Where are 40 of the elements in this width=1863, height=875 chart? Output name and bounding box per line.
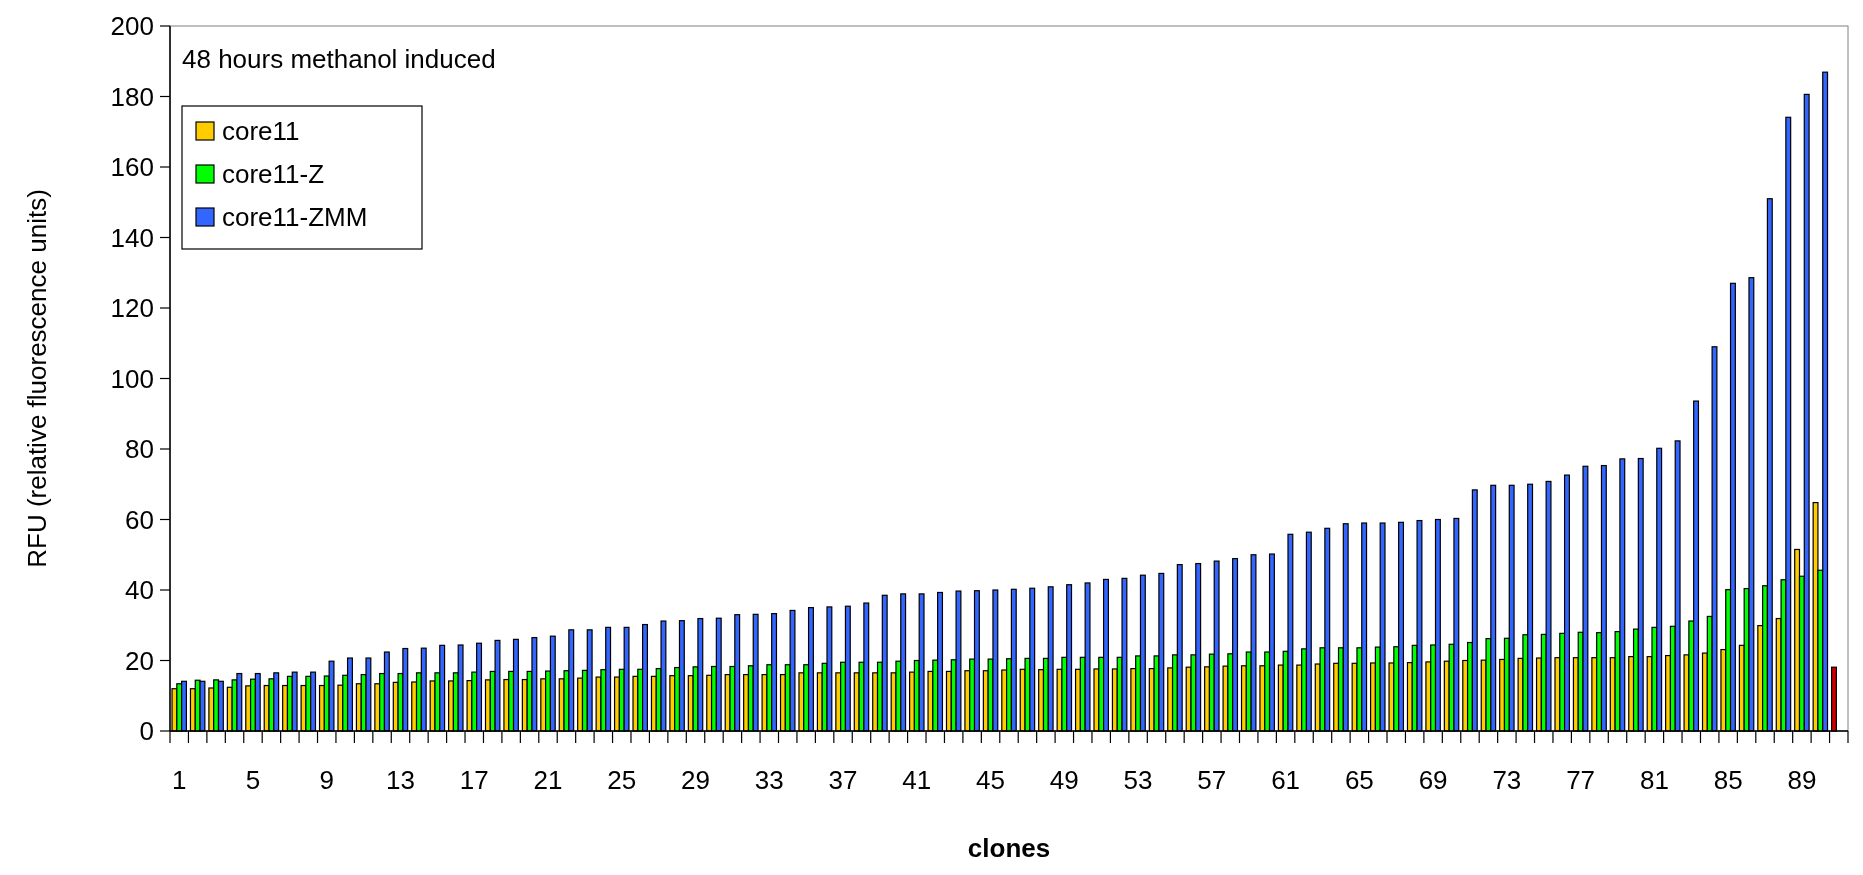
y-tick-label: 160 xyxy=(110,152,154,183)
x-tick-label: 61 xyxy=(1271,765,1301,795)
y-tick-label: 120 xyxy=(110,293,154,324)
x-tick-label: 65 xyxy=(1344,765,1374,795)
x-tick-label: 45 xyxy=(976,765,1006,795)
x-tick-label: 85 xyxy=(1713,765,1743,795)
y-tick-label: 140 xyxy=(110,222,154,253)
x-tick-label: 5 xyxy=(245,765,261,795)
y-tick-label: 200 xyxy=(110,11,154,42)
x-tick-label: 13 xyxy=(386,765,415,795)
x-tick-label: 9 xyxy=(319,765,334,795)
x-tick-label: 53 xyxy=(1123,765,1153,795)
x-tick-label: 21 xyxy=(533,765,563,795)
y-tick-label: 100 xyxy=(110,363,154,394)
y-tick-label: 0 xyxy=(139,716,154,747)
x-tick-label: 77 xyxy=(1566,765,1596,795)
x-tick-label: 41 xyxy=(902,765,932,795)
x-tick-label: 81 xyxy=(1639,765,1669,795)
legend-label: core11 xyxy=(222,116,300,147)
x-axis-title: clones xyxy=(967,833,1051,863)
y-tick-label: 60 xyxy=(125,504,154,535)
x-tick-label: 69 xyxy=(1418,765,1448,795)
legend-label: core11-ZMM xyxy=(222,202,368,233)
x-tick-label: 57 xyxy=(1197,765,1227,795)
x-tick-label: 29 xyxy=(681,765,710,795)
y-axis-title: RFU (relative fluorescence units) xyxy=(22,189,52,568)
annotation: 48 hours methanol induced xyxy=(182,44,496,74)
x-tick-label: 49 xyxy=(1049,765,1079,795)
x-tick-label: 33 xyxy=(754,765,784,795)
x-tick-label: 1 xyxy=(171,765,187,795)
y-tick-label: 40 xyxy=(125,575,154,606)
x-tick-label: 25 xyxy=(607,765,637,795)
x-tick-label: 17 xyxy=(459,765,489,795)
y-tick-label: 80 xyxy=(125,434,154,465)
y-tick-label: 180 xyxy=(110,81,154,112)
x-tick-label: 73 xyxy=(1492,765,1522,795)
x-tick-label: 37 xyxy=(828,765,858,795)
y-tick-label: 20 xyxy=(125,645,154,676)
legend-label: core11-Z xyxy=(222,159,325,190)
x-tick-label: 89 xyxy=(1787,765,1817,795)
